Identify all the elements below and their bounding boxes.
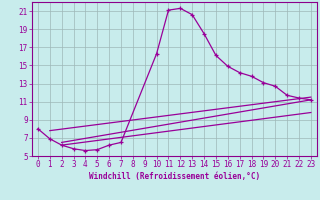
- X-axis label: Windchill (Refroidissement éolien,°C): Windchill (Refroidissement éolien,°C): [89, 172, 260, 181]
